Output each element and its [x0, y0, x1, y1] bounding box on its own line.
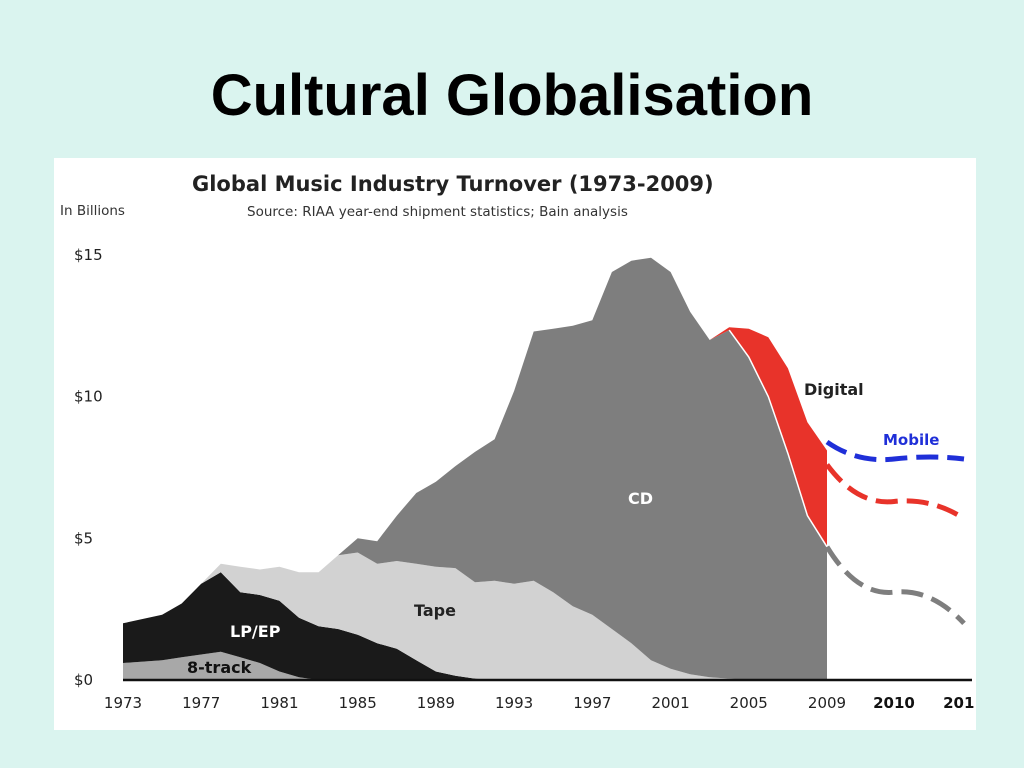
x-tick-label: 2001 [651, 694, 689, 712]
y-tick-label: $5 [74, 529, 93, 547]
y-tick-label: $0 [74, 671, 93, 689]
chart-panel: Global Music Industry Turnover (1973-200… [54, 158, 976, 730]
forecast-lines [824, 439, 966, 626]
area-tape [123, 552, 827, 680]
area-lp-ep [123, 572, 827, 680]
area-8-track [123, 651, 827, 680]
music-turnover-chart: Global Music Industry Turnover (1973-200… [60, 172, 976, 712]
forecast-cd [824, 545, 966, 626]
x-tick-label: 1981 [260, 694, 298, 712]
y-axis-label: In Billions [60, 203, 125, 219]
area-layers [123, 257, 972, 682]
series-label-tape: Tape [414, 601, 456, 620]
series-label-digital: Digital [804, 380, 864, 399]
area-cd [123, 257, 827, 680]
cd-edge-line [728, 329, 828, 548]
x-tick-label-forecast: 2011 [943, 694, 976, 712]
series-labels: 8-track LP/EP Tape CD Digital Mobile [187, 380, 939, 677]
x-tick-label: 1993 [495, 694, 533, 712]
forecast-digital [824, 463, 966, 521]
x-ticks: 1973 1977 1981 1985 1989 1993 1997 2001 2005 2009… [104, 694, 976, 712]
series-label-mobile: Mobile [883, 431, 939, 449]
y-tick-label: $15 [74, 246, 103, 264]
y-tick-label: $10 [74, 388, 103, 406]
y-ticks: $0 $5 $10 $15 [74, 246, 103, 689]
chart-subtitle: Source: RIAA year-end shipment statistic… [247, 204, 628, 220]
x-tick-label: 1989 [417, 694, 455, 712]
x-tick-label: 2009 [808, 694, 846, 712]
series-label-cd: CD [628, 489, 653, 508]
series-label-lp-ep: LP/EP [230, 622, 281, 641]
forecast-mobile [825, 439, 965, 463]
slide-title: Cultural Globalisation [210, 63, 814, 128]
chart-title: Global Music Industry Turnover (1973-200… [192, 172, 714, 196]
x-tick-label: 1997 [573, 694, 611, 712]
x-tick-label: 1973 [104, 694, 142, 712]
x-tick-label: 1985 [339, 694, 377, 712]
x-tick-label-forecast: 2010 [873, 694, 915, 712]
series-label-8-track: 8-track [187, 658, 252, 677]
x-tick-label: 1977 [182, 694, 220, 712]
x-tick-label: 2005 [730, 694, 768, 712]
